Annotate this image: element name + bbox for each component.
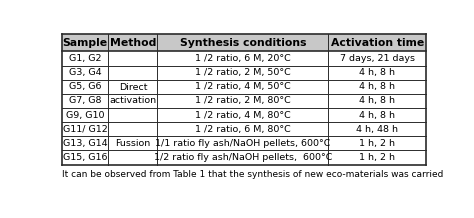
Text: 1 /2 ratio, 2 M, 50°C: 1 /2 ratio, 2 M, 50°C <box>195 68 291 77</box>
Text: 1/1 ratio fly ash/NaOH pellets, 600°C: 1/1 ratio fly ash/NaOH pellets, 600°C <box>155 139 331 148</box>
Text: 4 h, 8 h: 4 h, 8 h <box>359 111 395 120</box>
Text: G7, G8: G7, G8 <box>69 96 101 106</box>
Text: 1 /2 ratio, 6 M, 80°C: 1 /2 ratio, 6 M, 80°C <box>195 125 291 134</box>
Text: 1 /2 ratio, 4 M, 50°C: 1 /2 ratio, 4 M, 50°C <box>195 82 291 91</box>
Text: 4 h, 8 h: 4 h, 8 h <box>359 82 395 91</box>
Text: 4 h, 8 h: 4 h, 8 h <box>359 68 395 77</box>
Text: Fussion: Fussion <box>115 139 151 148</box>
Text: G11/ G12: G11/ G12 <box>63 125 108 134</box>
Text: 1 h, 2 h: 1 h, 2 h <box>359 153 395 162</box>
Text: 1 /2 ratio, 4 M, 80°C: 1 /2 ratio, 4 M, 80°C <box>195 111 291 120</box>
Text: 7 days, 21 days: 7 days, 21 days <box>340 54 415 63</box>
Text: Sample: Sample <box>63 37 108 48</box>
Text: 1 /2 ratio, 2 M, 80°C: 1 /2 ratio, 2 M, 80°C <box>195 96 291 106</box>
Text: G3, G4: G3, G4 <box>69 68 101 77</box>
Text: Direct
activation: Direct activation <box>109 83 156 105</box>
Text: 4 h, 8 h: 4 h, 8 h <box>359 96 395 106</box>
Text: 1 h, 2 h: 1 h, 2 h <box>359 139 395 148</box>
Text: G13, G14: G13, G14 <box>63 139 108 148</box>
Text: 4 h, 48 h: 4 h, 48 h <box>356 125 398 134</box>
Text: Method: Method <box>110 37 156 48</box>
Text: It can be observed from Table 1 that the synthesis of new eco-materials was carr: It can be observed from Table 1 that the… <box>62 170 444 179</box>
Text: Activation time: Activation time <box>330 37 424 48</box>
Text: 1 /2 ratio, 6 M, 20°C: 1 /2 ratio, 6 M, 20°C <box>195 54 291 63</box>
Bar <box>62 34 426 51</box>
Text: 1/2 ratio fly ash/NaOH pellets,  600°C: 1/2 ratio fly ash/NaOH pellets, 600°C <box>154 153 332 162</box>
Text: G9, G10: G9, G10 <box>66 111 105 120</box>
Text: G5, G6: G5, G6 <box>69 82 101 91</box>
Text: G15, G16: G15, G16 <box>63 153 108 162</box>
Text: Synthesis conditions: Synthesis conditions <box>180 37 306 48</box>
Text: G1, G2: G1, G2 <box>69 54 101 63</box>
